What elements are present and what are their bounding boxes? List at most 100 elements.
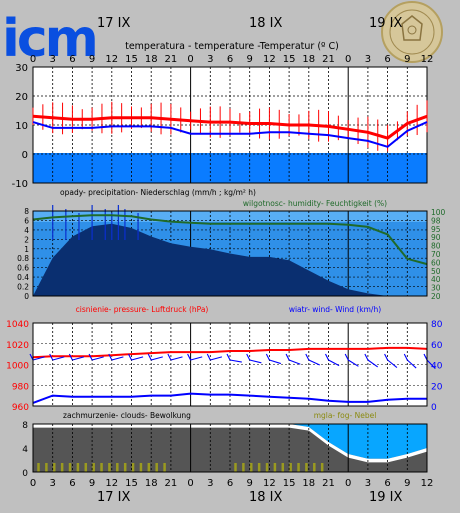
- hour-tick-label: 15: [283, 478, 296, 489]
- fog-bar: [76, 463, 80, 472]
- hour-tick-label: 3: [365, 54, 371, 65]
- temp-y-tick-label: -10: [12, 179, 28, 190]
- fog-bar: [297, 463, 300, 472]
- wind-barb-flag: [285, 353, 290, 361]
- humidity-y-tick-label: 50: [431, 267, 441, 276]
- fog-bar: [45, 463, 48, 472]
- hour-tick-label: 6: [384, 54, 390, 65]
- fog-bar: [265, 463, 269, 472]
- wind-barb: [210, 356, 223, 361]
- wind-y-tick-label: 80: [431, 320, 443, 330]
- pressure-y-tick-label: 1000: [6, 362, 29, 372]
- wind-barb-flag: [265, 353, 270, 361]
- wind-y-tick-label: 0: [431, 403, 437, 413]
- pressure-grid: [32, 323, 428, 406]
- hour-tick-label: 3: [207, 54, 213, 65]
- temperature-line: [32, 114, 428, 140]
- precip-title: opady- precipitation- Niederschlag (mm/h…: [60, 188, 256, 197]
- day-label-bottom-1: 17 IX: [97, 490, 131, 505]
- fog-bar: [139, 463, 143, 472]
- wind-barb-flag: [403, 353, 408, 361]
- hour-tick-label: 6: [227, 478, 233, 489]
- fog-bar: [92, 463, 95, 472]
- wind-barb-flag: [49, 353, 54, 361]
- humidity-y-tick-label: 20: [431, 292, 441, 301]
- humidity-y-tick-label: 98: [431, 216, 441, 225]
- pressure-title: cisnienie- pressure- Luftdruck (hPa): [76, 305, 209, 314]
- clouds-y-tick-label: 8: [22, 421, 28, 431]
- hour-tick-label: 6: [227, 54, 233, 65]
- fog-bar: [84, 463, 88, 472]
- hour-tick-label: 18: [145, 478, 158, 489]
- wind-title: wiatr- wind- Wind (km/h): [289, 305, 381, 314]
- day-label-top-1: 17 IX: [97, 16, 131, 31]
- wind-barb: [72, 356, 85, 361]
- fog-bar: [250, 463, 253, 472]
- hour-tick-label: 0: [187, 478, 193, 489]
- wind-barb-flag: [128, 353, 132, 361]
- humidity-title: wilgotnosc- humidity- Feuchtigkeit (%): [243, 199, 387, 208]
- wind-barb: [308, 359, 320, 366]
- hour-tick-label: 9: [89, 478, 95, 489]
- fog-bar: [131, 463, 135, 472]
- hour-tick-label: 12: [105, 478, 118, 489]
- hour-axis-bottom: 0 3 6 9 12 15 18 21 0 3 6 9 12 15 18 21 0 3 6 9 12: [30, 478, 434, 489]
- precip-y-tick-label: 6: [24, 216, 29, 225]
- hour-tick-label: 12: [263, 54, 276, 65]
- wind-barb-flag: [325, 353, 329, 361]
- fog-title: mgla- fog- Nebel: [314, 411, 377, 420]
- fog-bar: [305, 463, 308, 472]
- hour-tick-label: 3: [207, 478, 213, 489]
- hour-tick-label: 3: [50, 478, 56, 489]
- day-label-top-2: 18 IX: [249, 16, 283, 31]
- wind-barb-flag: [364, 353, 369, 361]
- wind-barbs: [29, 353, 436, 370]
- hour-tick-label: 15: [283, 54, 296, 65]
- wind-barb: [249, 359, 262, 364]
- hour-tick-label: 0: [30, 54, 36, 65]
- hour-tick-label: 0: [187, 54, 193, 65]
- wind-y-ticks: 80 60 40 20 0: [431, 320, 443, 413]
- temp-y-tick-label: 10: [15, 121, 28, 132]
- pressure-line: [32, 346, 428, 359]
- fog-bar: [234, 463, 237, 472]
- humidity-y-tick-label: 80: [431, 242, 441, 251]
- fog-bar: [108, 463, 111, 472]
- wind-barb: [32, 356, 45, 361]
- fog-bar: [100, 463, 103, 472]
- hour-tick-label: 21: [165, 54, 178, 65]
- pressure-panel: 1040 1020 1000 980 960 80 60 40 20 0: [6, 320, 443, 413]
- university-seal: [381, 1, 443, 63]
- day-label-bottom-3: 19 IX: [369, 490, 403, 505]
- logo-text: icm: [2, 9, 96, 69]
- wind-barb-flag: [226, 353, 231, 361]
- hour-tick-label: 9: [247, 54, 253, 65]
- fog-bar: [147, 463, 151, 472]
- wind-barb: [288, 359, 301, 365]
- temp-y-ticks: 30 20 10 0 -10: [12, 63, 28, 190]
- wind-barb: [52, 356, 65, 361]
- hour-tick-label: 0: [345, 478, 351, 489]
- hour-tick-label: 6: [69, 54, 75, 65]
- humidity-y-tick-label: 95: [431, 225, 441, 234]
- pressure-y-tick-label: 1040: [6, 320, 29, 330]
- fog-bars: [37, 463, 324, 472]
- hour-tick-label: 6: [384, 478, 390, 489]
- precip-y-tick-label: 2: [24, 235, 29, 244]
- wind-y-tick-label: 60: [431, 341, 443, 351]
- pressure-y-tick-label: 1020: [6, 341, 29, 351]
- clouds-title: zachmurzenie- clouds- Bewolkung: [63, 411, 191, 420]
- wind-barb-flag: [108, 353, 113, 361]
- wind-barb: [111, 356, 124, 361]
- hour-tick-label: 6: [69, 478, 75, 489]
- wind-barb: [406, 359, 417, 369]
- fog-bar: [257, 463, 261, 472]
- wind-speed-line: [32, 392, 427, 404]
- humidity-line: [32, 214, 428, 266]
- hour-tick-label: 9: [89, 54, 95, 65]
- fog-bar: [313, 463, 316, 472]
- pressure-y-ticks: 1040 1020 1000 980 960: [6, 320, 29, 413]
